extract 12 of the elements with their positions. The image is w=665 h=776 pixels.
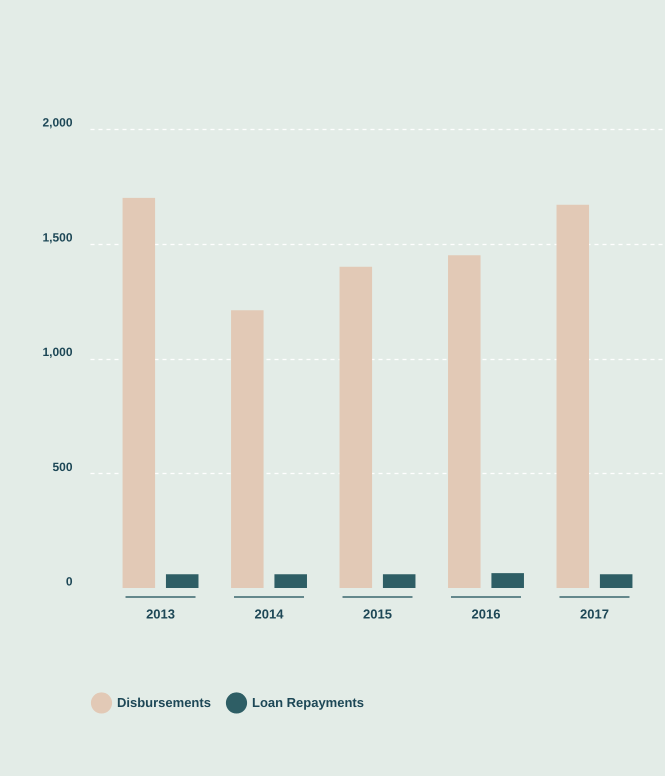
y-tick-label: 1,500 bbox=[42, 230, 73, 244]
x-tick-label: 2015 bbox=[363, 606, 392, 622]
x-tick-label: 2016 bbox=[472, 606, 500, 622]
x-tick-label: 2013 bbox=[146, 606, 175, 622]
x-tick-label: 2014 bbox=[254, 606, 284, 622]
y-tick-label: 2,000 bbox=[42, 116, 73, 130]
y-tick-label: 500 bbox=[52, 460, 73, 474]
legend-label: Loan Repayments bbox=[252, 694, 364, 710]
x-tick-label: 2017 bbox=[580, 606, 609, 622]
y-tick-label: 1,000 bbox=[42, 345, 73, 359]
legend-label: Disbursements bbox=[117, 694, 211, 710]
y-tick-label: 0 bbox=[66, 574, 73, 588]
